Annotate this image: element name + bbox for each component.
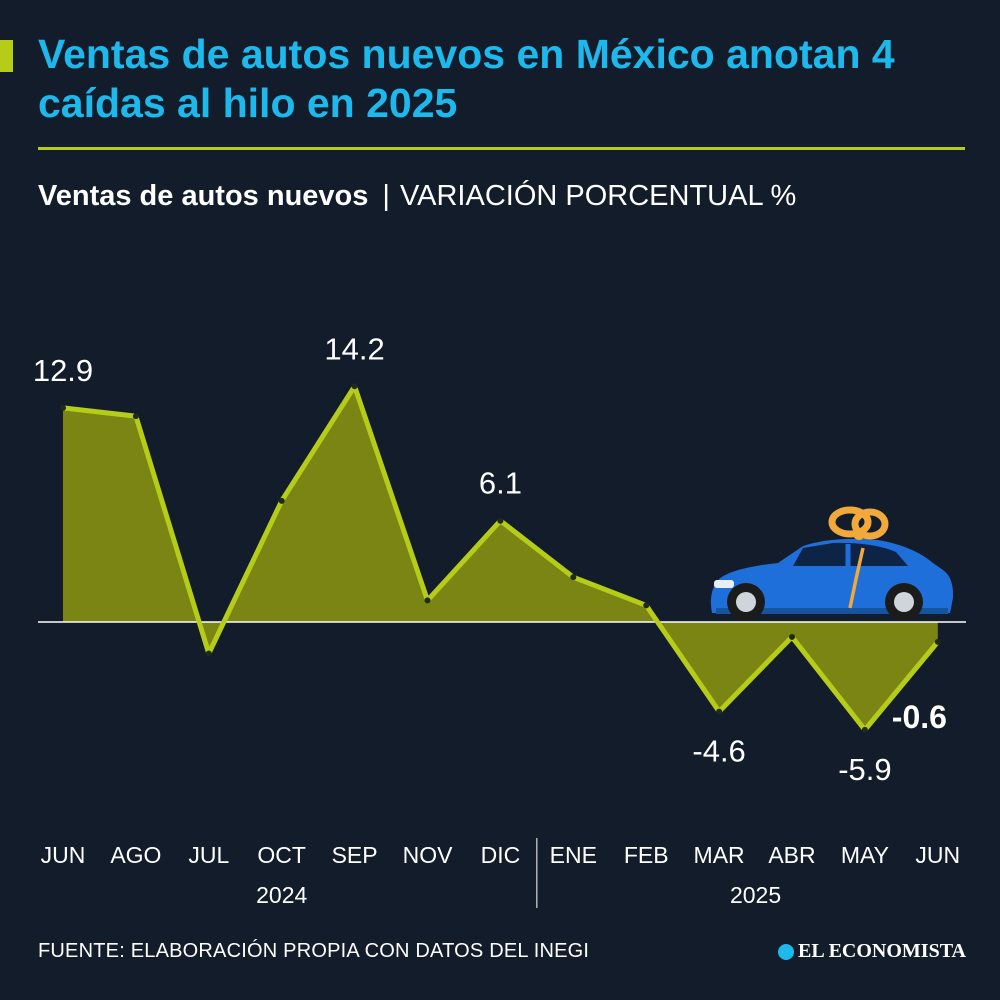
x-tick-label: MAR — [694, 842, 745, 868]
publisher-logo-icon — [778, 943, 794, 960]
data-point — [934, 638, 941, 645]
x-tick-label: SEP — [332, 842, 378, 868]
x-tick-label: JUL — [188, 842, 229, 868]
x-tick-label: JUN — [915, 842, 960, 868]
x-tick-label: FEB — [624, 842, 669, 868]
data-point — [716, 708, 723, 715]
subtitle-unit: VARIACIÓN PORCENTUAL % — [399, 180, 797, 212]
data-point — [789, 633, 795, 640]
car-illustration — [710, 506, 954, 621]
data-label: -4.6 — [692, 734, 745, 769]
data-point — [570, 574, 577, 581]
title-accent-bar — [0, 40, 13, 72]
data-label: -0.6 — [892, 699, 947, 735]
data-point — [278, 497, 285, 504]
data-labels: 12.914.26.1-4.6-0.4-5.9-0.6 — [33, 331, 947, 787]
subtitle-separator: | — [382, 180, 390, 212]
subtitle-main: Ventas de autos nuevos — [38, 180, 369, 212]
x-tick-label: ABR — [768, 842, 815, 868]
year-label: 2024 — [256, 882, 307, 908]
x-tick-label: DIC — [481, 842, 521, 868]
data-point — [60, 404, 66, 411]
chart-subtitle: Ventas de autos nuevos | VARIACIÓN PORCENT… — [38, 180, 796, 213]
source-note: FUENTE: ELABORACIÓN PROPIA CON DATOS DEL… — [38, 940, 590, 962]
data-point — [497, 517, 504, 524]
series-area — [63, 386, 938, 730]
data-point — [861, 726, 868, 733]
x-tick-label: NOV — [403, 842, 454, 868]
publisher-name: EL ECONOMISTA — [798, 940, 966, 962]
title-divider — [38, 147, 965, 150]
data-point — [424, 597, 431, 604]
data-point — [643, 602, 650, 609]
x-axis-years: 2024 2025 — [256, 882, 781, 908]
data-label: -5.9 — [838, 752, 891, 787]
x-tick-label: OCT — [257, 842, 306, 868]
chart-title: Ventas de autos nuevos en México anotan … — [38, 31, 895, 126]
x-tick-label: AGO — [110, 842, 161, 868]
publisher-logo: EL ECONOMISTA — [778, 940, 966, 963]
data-point — [351, 383, 358, 390]
x-tick-label: JUN — [41, 842, 86, 868]
data-point — [205, 650, 212, 657]
x-axis-ticks: JUN AGO JUL OCT SEP NOV DIC ENE FEB MAR ABR MAY JUN — [41, 842, 961, 868]
x-tick-label: ENE — [550, 842, 597, 868]
data-label: 6.1 — [479, 466, 522, 501]
data-points — [60, 383, 941, 733]
data-label: 14.2 — [324, 331, 384, 366]
data-point — [132, 413, 139, 420]
data-label: 12.9 — [33, 353, 93, 388]
x-tick-label: MAY — [841, 842, 889, 868]
year-label: 2025 — [730, 882, 781, 908]
